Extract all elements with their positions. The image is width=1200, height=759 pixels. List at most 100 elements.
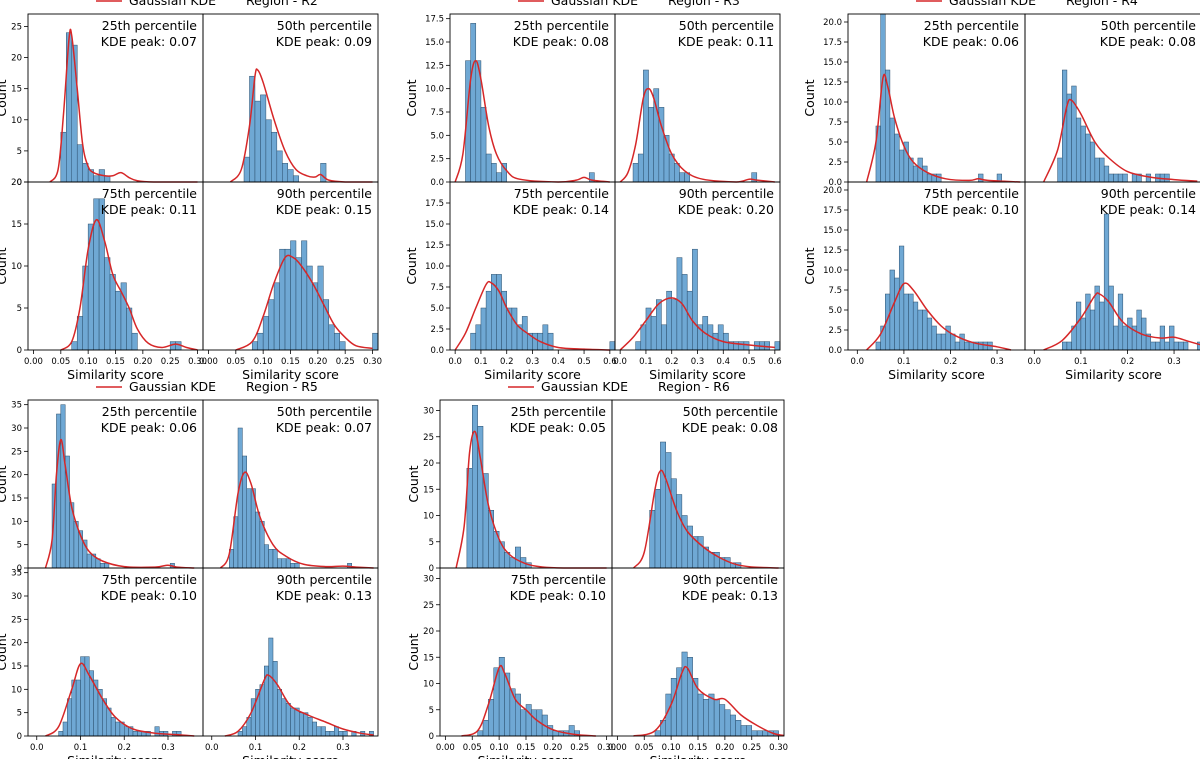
histogram-bar <box>751 730 758 737</box>
histogram-bar <box>131 332 138 351</box>
y-tick-label: 15 <box>11 494 22 504</box>
x-tick-label: 0.15 <box>281 357 300 367</box>
histogram-bar <box>609 341 616 351</box>
percentile-label: 50th percentile <box>679 18 775 33</box>
kde-curve <box>219 471 374 569</box>
x-tick-label: 0.2 <box>500 357 514 367</box>
histogram-bar <box>259 521 265 569</box>
kde-curve <box>461 664 596 737</box>
histogram-bar <box>104 563 110 569</box>
histogram-bar <box>281 698 287 737</box>
x-axis-label: Similarity score <box>67 367 164 382</box>
histogram-bar <box>950 333 956 351</box>
histogram-bar <box>713 699 720 737</box>
percentile-label: 25th percentile <box>102 18 198 33</box>
y-tick-label: 35 <box>11 569 22 579</box>
histogram-bar <box>268 299 275 351</box>
x-tick-label: 0.05 <box>51 357 70 367</box>
y-tick-label: 5 <box>17 541 22 551</box>
histogram-bar <box>299 712 304 737</box>
histogram-bar <box>875 341 881 351</box>
histogram-bar <box>670 678 677 737</box>
histogram-bar <box>488 699 494 737</box>
histogram-bar <box>643 69 649 183</box>
histogram-bar <box>285 558 291 569</box>
histogram-bar <box>654 489 661 569</box>
x-axis-label: Similarity score <box>242 367 339 382</box>
y-tick-label: 12.5 <box>823 246 842 256</box>
y-axis-label: Count <box>406 633 421 670</box>
kde-curve <box>455 430 607 569</box>
percentile-label: 75th percentile <box>102 572 198 587</box>
y-tick-label: 17.5 <box>823 38 842 48</box>
histogram-bar <box>132 731 138 737</box>
histogram-bar <box>294 563 300 569</box>
histogram-bar <box>276 150 283 183</box>
histogram-bar <box>320 163 327 183</box>
x-axis-label: Similarity score <box>242 753 339 759</box>
histogram-bar <box>277 558 282 569</box>
histogram-bar <box>260 94 267 183</box>
y-tick-label: 10.0 <box>425 85 444 95</box>
kde-curve <box>45 662 195 737</box>
x-tick-label: 0.2 <box>117 743 131 753</box>
histogram-bar <box>328 324 335 351</box>
y-tick-label: 10 <box>11 116 22 126</box>
histogram-bar <box>1164 341 1170 351</box>
histogram-bar <box>477 730 484 737</box>
histogram-bar <box>242 726 247 737</box>
kde-peak-label: KDE peak: 0.14 <box>513 202 609 217</box>
x-tick-label: 0.0 <box>1028 357 1042 367</box>
y-tick-label: 25 <box>11 447 22 457</box>
histogram-bar <box>268 637 274 737</box>
y-tick-label: 15.0 <box>425 220 444 230</box>
y-tick-label: 25 <box>423 601 434 611</box>
histogram-bar <box>730 714 736 737</box>
x-tick-label: 0.1 <box>474 357 488 367</box>
y-axis-label: Count <box>802 247 817 284</box>
y-axis-label: Count <box>404 247 419 284</box>
histogram-bar <box>724 709 731 737</box>
histogram-bar <box>1080 317 1086 351</box>
histogram-bar <box>717 324 724 351</box>
x-tick-label: 0.20 <box>308 357 327 367</box>
y-tick-label: 30 <box>423 407 434 417</box>
histogram-bar <box>671 299 678 351</box>
x-tick-label: 0.20 <box>133 357 152 367</box>
x-tick-label: 0.2 <box>1121 357 1135 367</box>
x-tick-label: 0.2 <box>665 357 679 367</box>
histogram-bar <box>482 720 489 737</box>
histogram-bar <box>922 309 928 351</box>
kde-peak-label: KDE peak: 0.13 <box>682 588 778 603</box>
kde-peak-label: KDE peak: 0.10 <box>923 202 1019 217</box>
x-axis-label: Similarity score <box>484 367 581 382</box>
histogram-bar <box>281 558 287 569</box>
kde-peak-label: KDE peak: 0.11 <box>101 202 197 217</box>
x-tick-label: 0.30 <box>597 743 616 753</box>
x-tick-label: 0.05 <box>463 743 482 753</box>
kde-curve <box>454 59 610 183</box>
histogram-bar <box>1057 157 1063 183</box>
histogram-bar <box>237 731 243 737</box>
x-tick-label: 0.10 <box>662 743 681 753</box>
histogram-bar <box>738 341 745 351</box>
histogram-bar <box>1062 341 1068 351</box>
histogram-bar <box>1094 157 1100 183</box>
histogram-bar <box>282 163 289 183</box>
percentile-label: 75th percentile <box>511 572 607 587</box>
histogram-bar <box>1066 341 1072 351</box>
histogram-bar <box>959 333 965 351</box>
percentile-label: 25th percentile <box>102 404 198 419</box>
y-tick-label: 7.5 <box>828 118 842 128</box>
histogram-bar <box>272 661 278 737</box>
x-tick-label: 0.2 <box>292 743 306 753</box>
